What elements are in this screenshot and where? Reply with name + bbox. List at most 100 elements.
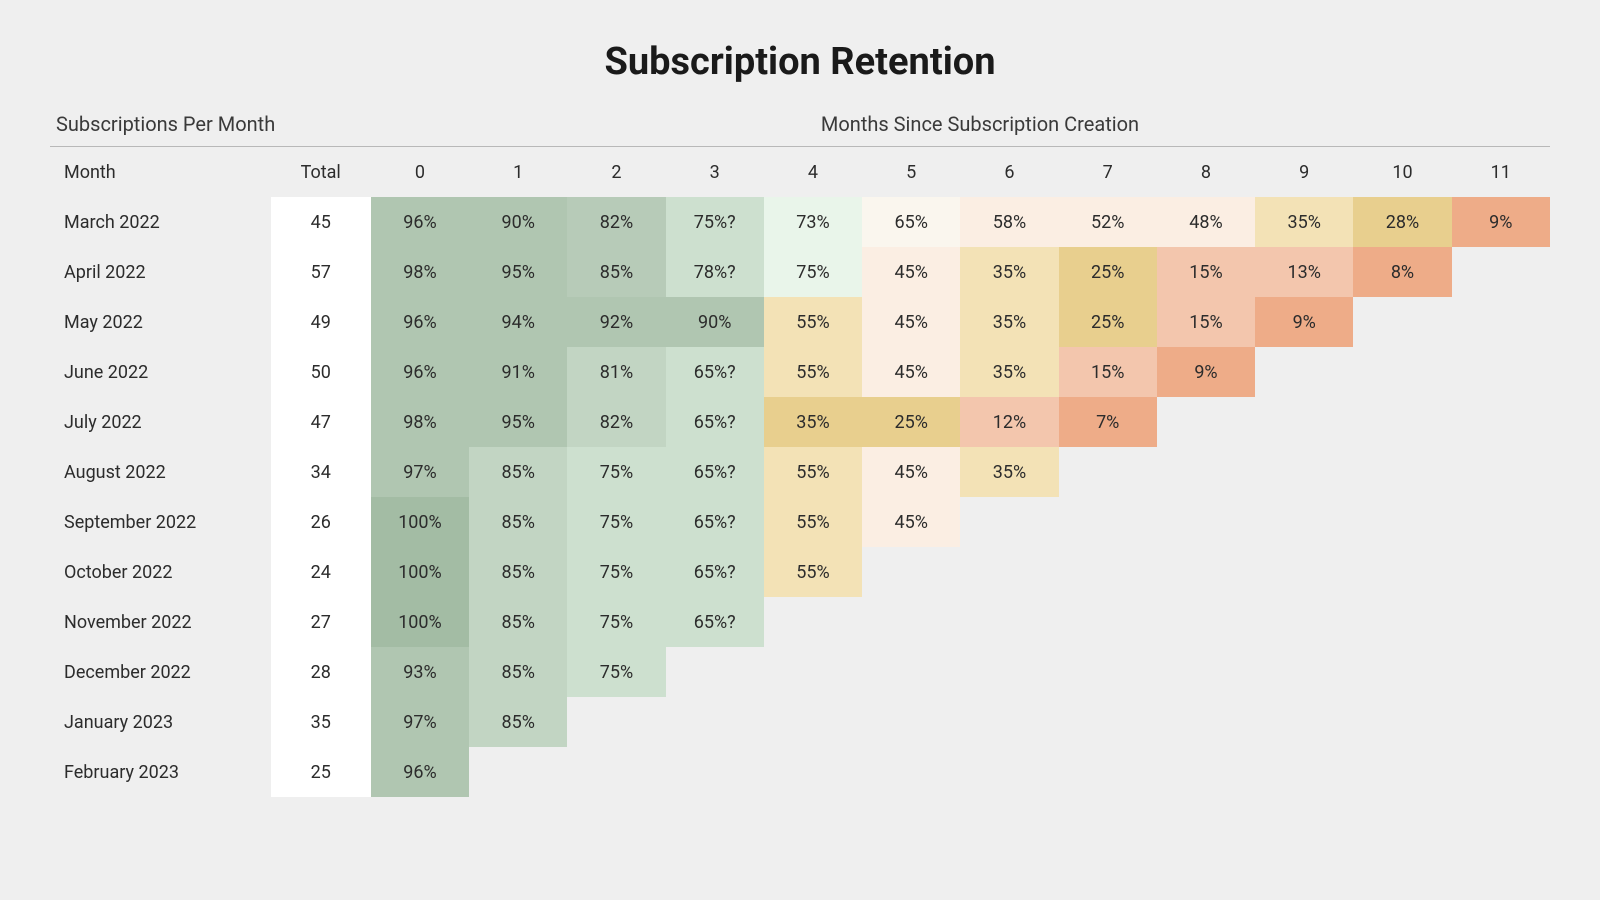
retention-cell: 93%	[371, 647, 469, 697]
empty-cell	[1059, 597, 1157, 647]
empty-cell	[567, 697, 665, 747]
retention-cell: 85%	[469, 447, 567, 497]
col-header-m2: 2	[567, 147, 665, 197]
empty-cell	[1255, 447, 1353, 497]
col-header-m5: 5	[862, 147, 960, 197]
retention-cell: 45%	[862, 447, 960, 497]
table-row: March 20224596%90%82%75%?73%65%58%52%48%…	[50, 197, 1550, 247]
table-row: April 20225798%95%85%78%?75%45%35%25%15%…	[50, 247, 1550, 297]
retention-cell: 35%	[960, 347, 1058, 397]
retention-cell: 25%	[1059, 297, 1157, 347]
empty-cell	[1452, 747, 1550, 797]
retention-cell: 7%	[1059, 397, 1157, 447]
empty-cell	[1452, 597, 1550, 647]
retention-cell: 9%	[1255, 297, 1353, 347]
retention-cell: 35%	[960, 247, 1058, 297]
col-header-m9: 9	[1255, 147, 1353, 197]
empty-cell	[1353, 697, 1451, 747]
empty-cell	[1452, 497, 1550, 547]
retention-cell: 75%	[567, 547, 665, 597]
empty-cell	[1157, 647, 1255, 697]
super-headers: Subscriptions Per Month Months Since Sub…	[50, 112, 1550, 146]
retention-cell: 65%?	[666, 497, 764, 547]
retention-cell: 98%	[371, 247, 469, 297]
retention-cell: 45%	[862, 497, 960, 547]
retention-cell: 55%	[764, 497, 862, 547]
retention-cell: 25%	[862, 397, 960, 447]
empty-cell	[1353, 347, 1451, 397]
row-month-label: March 2022	[50, 197, 271, 247]
empty-cell	[1353, 447, 1451, 497]
empty-cell	[1059, 547, 1157, 597]
retention-cell: 82%	[567, 397, 665, 447]
retention-cell: 35%	[960, 297, 1058, 347]
retention-cell: 9%	[1452, 197, 1550, 247]
col-header-m6: 6	[960, 147, 1058, 197]
retention-cell: 96%	[371, 347, 469, 397]
empty-cell	[1059, 647, 1157, 697]
retention-cell: 45%	[862, 297, 960, 347]
empty-cell	[1255, 397, 1353, 447]
row-month-label: January 2023	[50, 697, 271, 747]
empty-cell	[1255, 547, 1353, 597]
table-row: May 20224996%94%92%90%55%45%35%25%15%9%	[50, 297, 1550, 347]
empty-cell	[1059, 447, 1157, 497]
empty-cell	[1452, 247, 1550, 297]
retention-cell: 25%	[1059, 247, 1157, 297]
empty-cell	[764, 747, 862, 797]
retention-cell: 35%	[764, 397, 862, 447]
retention-cell: 75%	[567, 597, 665, 647]
empty-cell	[1255, 747, 1353, 797]
retention-cell: 75%	[567, 497, 665, 547]
empty-cell	[666, 647, 764, 697]
retention-cell: 91%	[469, 347, 567, 397]
retention-cell: 15%	[1157, 297, 1255, 347]
table-row: December 20222893%85%75%	[50, 647, 1550, 697]
empty-cell	[960, 747, 1058, 797]
retention-cell: 73%	[764, 197, 862, 247]
row-total: 26	[271, 497, 371, 547]
col-header-m1: 1	[469, 147, 567, 197]
empty-cell	[1059, 497, 1157, 547]
retention-cell: 35%	[1255, 197, 1353, 247]
empty-cell	[1255, 697, 1353, 747]
empty-cell	[1157, 597, 1255, 647]
retention-cell: 65%?	[666, 597, 764, 647]
col-header-m0: 0	[371, 147, 469, 197]
empty-cell	[1157, 397, 1255, 447]
retention-cell: 95%	[469, 247, 567, 297]
empty-cell	[1157, 447, 1255, 497]
retention-cell: 90%	[666, 297, 764, 347]
empty-cell	[1255, 347, 1353, 397]
empty-cell	[1059, 747, 1157, 797]
column-header-row: Month Total 0 1 2 3 4 5 6 7 8 9 10 11	[50, 147, 1550, 197]
empty-cell	[1452, 397, 1550, 447]
row-month-label: September 2022	[50, 497, 271, 547]
retention-cell: 90%	[469, 197, 567, 247]
empty-cell	[862, 547, 960, 597]
table-row: November 202227100%85%75%65%?	[50, 597, 1550, 647]
retention-cell: 95%	[469, 397, 567, 447]
empty-cell	[960, 697, 1058, 747]
row-month-label: April 2022	[50, 247, 271, 297]
empty-cell	[1255, 597, 1353, 647]
empty-cell	[862, 647, 960, 697]
retention-cell: 85%	[469, 597, 567, 647]
retention-cell: 65%?	[666, 547, 764, 597]
retention-cell: 85%	[469, 547, 567, 597]
row-total: 24	[271, 547, 371, 597]
empty-cell	[1452, 697, 1550, 747]
empty-cell	[862, 697, 960, 747]
table-row: August 20223497%85%75%65%?55%45%35%	[50, 447, 1550, 497]
empty-cell	[1255, 647, 1353, 697]
table-row: June 20225096%91%81%65%?55%45%35%15%9%	[50, 347, 1550, 397]
row-month-label: August 2022	[50, 447, 271, 497]
empty-cell	[764, 597, 862, 647]
retention-cell: 55%	[764, 447, 862, 497]
row-total: 35	[271, 697, 371, 747]
empty-cell	[1452, 347, 1550, 397]
table-row: September 202226100%85%75%65%?55%45%	[50, 497, 1550, 547]
retention-cell: 100%	[371, 497, 469, 547]
retention-cell: 15%	[1157, 247, 1255, 297]
row-month-label: November 2022	[50, 597, 271, 647]
